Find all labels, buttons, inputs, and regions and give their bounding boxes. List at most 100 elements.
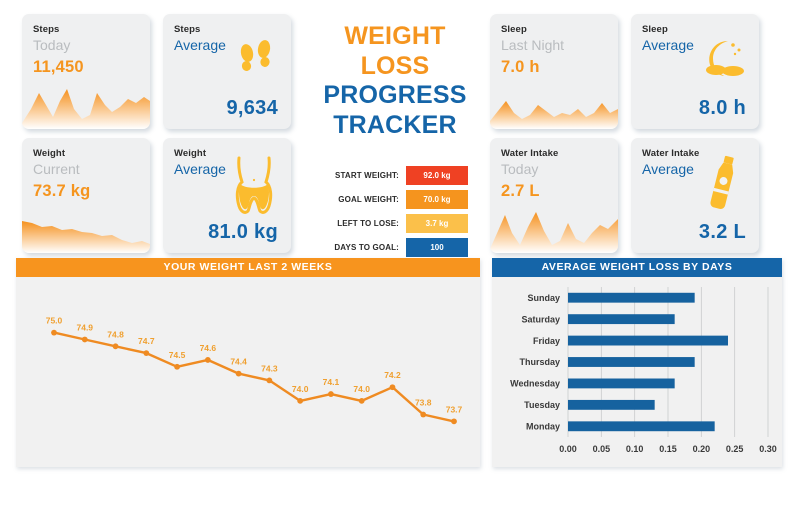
card-subtitle: Average	[642, 161, 694, 177]
card-sleep-last-night[interactable]: Sleep Last Night 7.0 h	[490, 14, 618, 129]
card-title: Steps	[174, 24, 201, 35]
bar	[568, 314, 675, 325]
bar-category-label: Friday	[533, 336, 560, 346]
weight-line-chart-panel: YOUR WEIGHT LAST 2 WEEKS 75.0 74.9 74.8 74.…	[16, 258, 480, 467]
line-data-label: 74.6	[200, 343, 217, 353]
x-axis-tick-label: 0.10	[626, 444, 644, 454]
bar-category-label: Saturday	[521, 314, 560, 324]
line-data-point	[328, 391, 334, 397]
stat-label: GOAL WEIGHT:	[338, 195, 399, 204]
line-data-point	[81, 336, 88, 343]
card-subtitle: Average	[642, 37, 694, 53]
bar	[568, 421, 715, 432]
bar-category-label: Thursday	[519, 357, 560, 367]
line-data-point	[235, 370, 242, 377]
bar	[568, 335, 728, 346]
stat-label: START WEIGHT:	[334, 171, 399, 180]
card-title: Sleep	[642, 24, 668, 35]
line-data-point	[358, 397, 365, 404]
line-data-label: 74.0	[292, 384, 309, 394]
line-data-label: 74.5	[169, 350, 186, 360]
line-data-point	[266, 377, 273, 384]
bar-chart-body: Sunday Saturday Friday Thursday Wednesday Tue…	[492, 277, 782, 467]
card-value: 7.0 h	[501, 58, 540, 76]
x-axis-tick-label: 0.00	[559, 444, 577, 454]
line-data-point	[297, 397, 304, 404]
stat-row-start-weight: START WEIGHT: 92.0 kg	[322, 166, 468, 185]
bar	[568, 292, 695, 303]
card-subtitle: Current	[33, 161, 80, 177]
bar-category-label: Tuesday	[524, 400, 560, 410]
bottle-icon	[703, 154, 743, 221]
title-line-3: PROGRESS	[323, 81, 467, 109]
card-title: Steps	[33, 24, 60, 35]
stat-label: DAYS TO GOAL:	[334, 243, 399, 252]
line-data-label: 74.9	[76, 322, 93, 332]
line-data-label: 74.4	[230, 357, 247, 367]
water-sparkline	[490, 203, 618, 253]
title-line-1: WEIGHT	[344, 22, 446, 50]
bar	[568, 378, 675, 389]
card-value: 9,634	[226, 97, 278, 119]
card-subtitle: Average	[174, 161, 226, 177]
stat-value: 3.7 kg	[406, 214, 468, 233]
card-title: Sleep	[501, 24, 527, 35]
card-water-today[interactable]: Water Intake Today 2.7 L	[490, 138, 618, 253]
stat-value: 100	[406, 238, 468, 257]
sleep-sparkline	[490, 79, 618, 129]
x-axis-tick-label: 0.05	[593, 444, 611, 454]
x-axis-tick-label: 0.25	[726, 444, 744, 454]
stat-value: 92.0 kg	[406, 166, 468, 185]
bar-chart-title: AVERAGE WEIGHT LOSS BY DAYS	[492, 258, 782, 277]
card-value: 81.0 kg	[208, 221, 278, 243]
line-data-point	[143, 350, 150, 357]
card-subtitle: Last Night	[501, 37, 565, 53]
stat-row-goal-weight: GOAL WEIGHT: 70.0 kg	[322, 190, 468, 209]
title-line-2: LOSS	[360, 51, 430, 80]
line-data-label: 75.0	[46, 316, 63, 326]
card-weight-current[interactable]: Weight Current 73.7 kg	[22, 138, 150, 253]
x-axis-tick-label: 0.15	[659, 444, 677, 454]
line-chart-title: YOUR WEIGHT LAST 2 WEEKS	[16, 258, 480, 277]
footprints-icon	[235, 38, 277, 85]
page-title: WEIGHT LOSS PROGRESS TRACKER	[300, 22, 490, 140]
moon-icon	[701, 36, 749, 85]
line-data-label: 73.7	[446, 404, 463, 414]
stat-value: 70.0 kg	[406, 190, 468, 209]
line-data-point	[389, 384, 396, 391]
line-data-label: 74.8	[107, 329, 124, 339]
card-title: Water Intake	[642, 148, 700, 159]
card-value: 11,450	[33, 58, 84, 76]
line-data-label: 74.2	[384, 370, 401, 380]
card-water-average[interactable]: Water Intake Average 3.2 L	[631, 138, 759, 253]
steps-sparkline	[22, 79, 150, 129]
card-subtitle: Today	[33, 37, 71, 53]
x-axis-tick-label: 0.30	[759, 444, 777, 454]
card-value: 2.7 L	[501, 182, 540, 200]
line-data-point	[112, 343, 119, 350]
x-axis-tick-label: 0.20	[693, 444, 711, 454]
stat-row-days-to-goal: DAYS TO GOAL: 100	[322, 238, 468, 257]
bar-category-label: Sunday	[527, 293, 560, 303]
card-steps-today[interactable]: Steps Today 11,450	[22, 14, 150, 129]
card-value: 3.2 L	[698, 221, 746, 243]
card-sleep-average[interactable]: Sleep Average 8.0 h	[631, 14, 759, 129]
card-title: Weight	[174, 148, 207, 159]
card-steps-average[interactable]: Steps Average 9,634	[163, 14, 291, 129]
stat-label: LEFT TO LOSE:	[337, 219, 399, 228]
title-line-4: TRACKER	[333, 110, 457, 139]
card-weight-average[interactable]: Weight Average 81.0 kg	[163, 138, 291, 253]
line-data-point	[174, 363, 180, 370]
weight-sparkline	[22, 203, 150, 253]
bar-category-label: Wednesday	[510, 379, 560, 389]
line-data-label: 74.7	[138, 336, 155, 346]
goal-stats-table: START WEIGHT: 92.0 kg GOAL WEIGHT: 70.0 …	[322, 166, 468, 262]
line-data-label: 74.3	[261, 363, 278, 373]
card-subtitle: Average	[174, 37, 226, 53]
line-data-point	[451, 418, 457, 425]
card-value: 73.7 kg	[33, 182, 91, 200]
line-data-point	[204, 357, 211, 363]
card-value: 8.0 h	[698, 97, 746, 119]
line-data-label: 74.1	[323, 377, 340, 387]
